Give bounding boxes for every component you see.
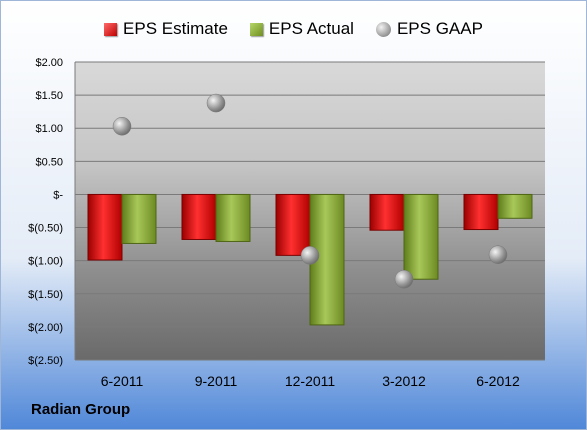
x-tick-label: 12-2011 xyxy=(285,373,336,389)
x-tick-label: 6-2012 xyxy=(476,373,520,389)
legend-swatch-estimate xyxy=(104,22,118,36)
y-axis-ticks: $2.00 $1.50 $1.00 $0.50 $- $(0.50) $(1.00) $(1.… xyxy=(28,57,63,367)
x-tick-label: 9-2011 xyxy=(195,373,238,389)
legend-label-estimate: EPS Estimate xyxy=(123,19,228,38)
bar-eps-actual xyxy=(497,193,533,219)
legend-item-gaap: EPS GAAP xyxy=(375,19,483,39)
legend-item-actual: EPS Actual xyxy=(249,19,354,39)
y-tick-label: $(0.50) xyxy=(28,223,63,235)
y-tick-label: $(1.50) xyxy=(28,289,63,301)
bar-eps-estimate xyxy=(181,193,217,240)
x-tick-label: 6-2011 xyxy=(101,373,144,389)
bar-eps-estimate xyxy=(463,193,499,231)
marker-eps-gaap xyxy=(488,245,508,264)
bar-eps-actual xyxy=(403,193,439,280)
company-name: Radian Group xyxy=(31,401,131,418)
legend-swatch-actual xyxy=(249,22,263,36)
bar-eps-estimate xyxy=(369,193,405,231)
y-tick-label: $(2.00) xyxy=(28,322,63,334)
legend-label-actual: EPS Actual xyxy=(268,19,354,38)
chart-legend: EPS Estimate EPS Actual EPS GAAP xyxy=(0,14,587,44)
gaap-markers xyxy=(112,93,508,289)
bar-eps-actual xyxy=(121,193,157,244)
bar-eps-estimate xyxy=(87,193,123,261)
y-tick-label: $1.50 xyxy=(35,90,63,102)
y-tick-label: $- xyxy=(53,189,63,201)
legend-label-gaap: EPS GAAP xyxy=(396,19,483,38)
y-tick-label: $0.50 xyxy=(35,156,63,168)
y-tick-label: $(1.00) xyxy=(28,256,63,268)
legend-swatch-gaap xyxy=(375,21,391,37)
x-axis-ticks: 6-2011 9-2011 12-2011 3-2012 6-2012 xyxy=(101,373,520,389)
bars xyxy=(87,193,533,326)
marker-eps-gaap xyxy=(206,93,226,113)
y-tick-label: $1.00 xyxy=(35,123,63,135)
y-tick-label: $2.00 xyxy=(35,57,63,69)
x-tick-label: 3-2012 xyxy=(382,373,426,389)
legend-item-estimate: EPS Estimate xyxy=(104,19,228,39)
bar-eps-actual xyxy=(215,193,251,242)
marker-eps-gaap xyxy=(300,246,320,265)
y-tick-label: $(2.50) xyxy=(28,355,63,367)
marker-eps-gaap xyxy=(394,269,414,289)
marker-eps-gaap xyxy=(112,116,132,136)
bar-eps-estimate xyxy=(275,193,311,256)
